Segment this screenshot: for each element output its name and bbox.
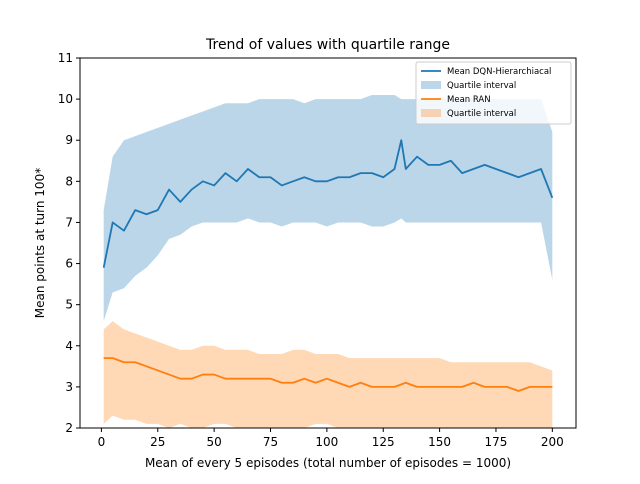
y-tick-label: 10 bbox=[58, 92, 73, 106]
legend-label: Quartile interval bbox=[447, 109, 516, 119]
x-axis: 0 25 50 75 100 125 150 175 200 bbox=[98, 428, 564, 449]
legend-label: Quartile interval bbox=[447, 81, 516, 91]
legend-label: Mean RAN bbox=[447, 95, 491, 105]
x-tick-label: 75 bbox=[263, 435, 278, 449]
x-tick-label: 25 bbox=[150, 435, 165, 449]
ran-mean-line bbox=[103, 357, 553, 392]
x-tick-label: 50 bbox=[207, 435, 222, 449]
y-tick-label: 6 bbox=[65, 257, 73, 271]
dqn-quartile-band bbox=[103, 95, 553, 322]
x-tick-label: 150 bbox=[428, 435, 451, 449]
legend-band-swatch bbox=[421, 109, 441, 117]
y-tick-label: 11 bbox=[58, 51, 73, 65]
legend-box bbox=[415, 61, 572, 125]
y-axis-label: Mean points at turn 100* bbox=[33, 168, 47, 318]
plot-area-frame bbox=[79, 57, 577, 429]
y-axis: 2 3 4 5 6 7 8 9 10 11 bbox=[58, 51, 80, 435]
y-tick-label: 2 bbox=[65, 421, 73, 435]
x-tick-label: 200 bbox=[541, 435, 564, 449]
y-tick-label: 9 bbox=[65, 133, 73, 147]
mean-lines bbox=[102, 139, 554, 392]
x-tick-label: 125 bbox=[372, 435, 395, 449]
y-tick-label: 7 bbox=[65, 215, 73, 229]
x-axis-label: Mean of every 5 episodes (total number o… bbox=[145, 456, 511, 470]
quartile-bands bbox=[103, 95, 553, 428]
legend-band-swatch bbox=[421, 81, 441, 89]
y-tick-label: 3 bbox=[65, 380, 73, 394]
chart-title: Trend of values with quartile range bbox=[205, 37, 450, 53]
dqn-mean-line bbox=[102, 139, 554, 268]
x-tick-label: 100 bbox=[315, 435, 338, 449]
legend-label: Mean DQN-Hierarchiacal bbox=[447, 67, 551, 77]
y-tick-label: 5 bbox=[65, 298, 73, 312]
x-tick-label: 175 bbox=[485, 435, 508, 449]
legend: Mean DQN-Hierarchiacal Quartile interval M… bbox=[415, 61, 572, 125]
ran-quartile-band bbox=[103, 321, 553, 428]
x-tick-label: 0 bbox=[98, 435, 106, 449]
y-tick-label: 8 bbox=[65, 174, 73, 188]
y-tick-label: 4 bbox=[65, 339, 73, 353]
